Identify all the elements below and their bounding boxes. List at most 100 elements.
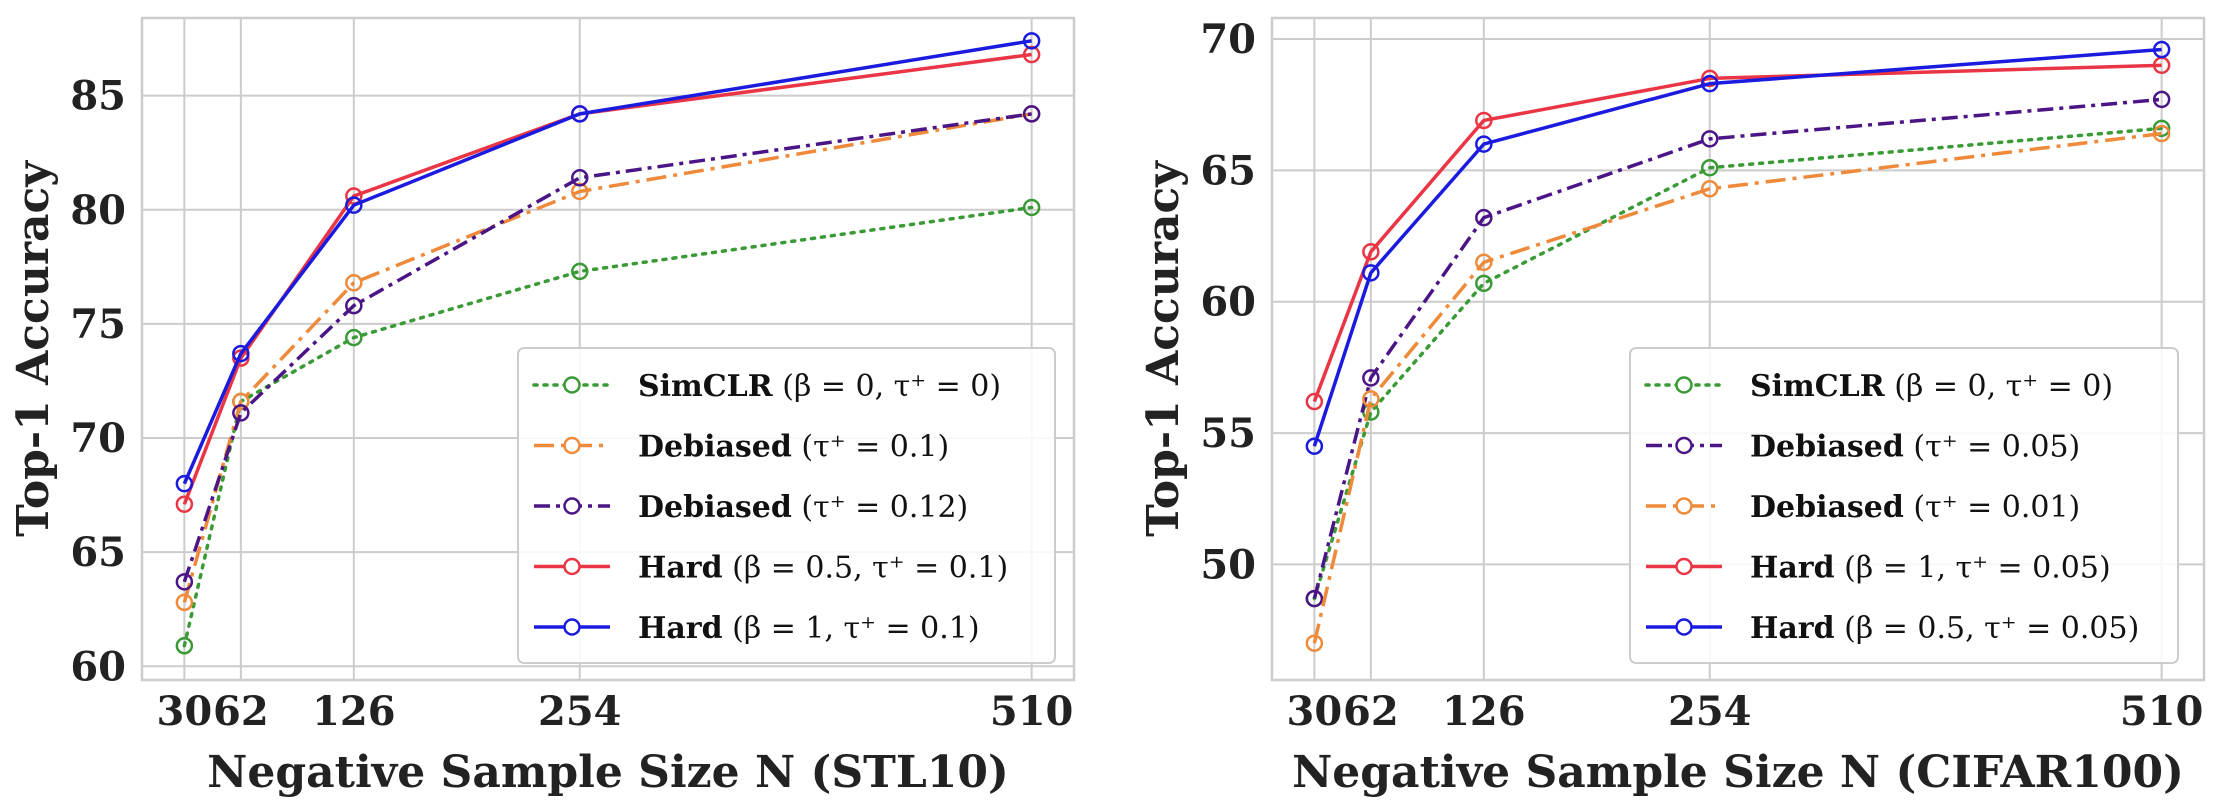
data-point (1475, 208, 1493, 227)
data-point (1022, 32, 1041, 50)
data-point (175, 573, 194, 591)
y-axis-title: Top-1 Accuracy (8, 160, 59, 537)
legend-label: Debiased (τ⁺ = 0.05) (1750, 430, 2080, 465)
series-line (1312, 131, 2162, 644)
data-point (2152, 124, 2171, 143)
data-point (1362, 369, 1380, 387)
data-point (1475, 253, 1493, 272)
data-point (1305, 589, 1324, 608)
series-line (182, 112, 1032, 603)
data-point (232, 349, 250, 367)
legend: SimCLR (β = 0, τ⁺ = 0) Debiased (τ⁺ = 0.1… (517, 347, 1056, 664)
legend-item: Hard (β = 1, τ⁺ = 0.1) (534, 611, 980, 646)
data-point (2152, 119, 2171, 138)
data-point (571, 182, 589, 201)
x-tick-label: 62 (213, 688, 269, 735)
data-point (1701, 130, 1719, 148)
series-line (182, 52, 1032, 505)
legend-box (517, 347, 1056, 664)
data-point (345, 296, 363, 315)
data-point (1022, 45, 1041, 64)
data-point (2152, 40, 2171, 59)
legend-marker (1675, 618, 1693, 636)
data-point (175, 637, 194, 655)
data-point (1701, 180, 1719, 198)
x-tick-label: 510 (990, 688, 1074, 735)
data-point (175, 474, 194, 493)
data-point (1305, 437, 1324, 455)
stl10-panel: 30 62 126 254 510 60 65 70 75 80 85 Negative Sample… (8, 16, 1076, 798)
series-2 (175, 105, 1041, 591)
legend-label: Hard (β = 0.5, τ⁺ = 0.05) (1750, 611, 2139, 646)
data-point (1362, 264, 1380, 282)
y-tick-label: 65 (1200, 147, 1256, 194)
legend-item: SimCLR (β = 0, τ⁺ = 0) (532, 369, 1001, 404)
legend-marker (1675, 557, 1693, 576)
series-line (182, 39, 1032, 485)
x-tick-label: 62 (1343, 688, 1399, 735)
data-point (232, 392, 250, 411)
series-line (182, 112, 1032, 583)
data-point (1022, 105, 1041, 123)
legend-label: Hard (β = 0.5, τ⁺ = 0.1) (638, 551, 1008, 586)
legend-item: Hard (β = 1, τ⁺ = 0.05) (1646, 551, 2111, 586)
data-point (345, 328, 363, 347)
x-tick-label: 254 (538, 688, 622, 735)
y-tick-label: 60 (70, 643, 126, 690)
legend-item: Debiased (τ⁺ = 0.05) (1646, 430, 2080, 465)
cifar100-panel: 30 62 126 254 510 50 55 60 65 70 Negative Sample S… (1138, 16, 2206, 798)
data-point (1701, 74, 1719, 93)
legend-label: SimCLR (β = 0, τ⁺ = 0) (638, 369, 1001, 404)
data-point (1701, 69, 1719, 88)
series-line (182, 205, 1034, 648)
legend-label: Debiased (τ⁺ = 0.12) (638, 490, 968, 525)
series-4 (1305, 40, 2171, 455)
legend-item: Debiased (τ⁺ = 0.12) (534, 490, 968, 525)
data-point (571, 169, 589, 187)
legend-label: Debiased (τ⁺ = 0.01) (1750, 490, 2080, 525)
legend-marker (1675, 497, 1693, 515)
x-tick-label: 126 (312, 688, 396, 735)
x-axis-title: Negative Sample Size N (STL10) (207, 747, 1009, 798)
legend-box (1629, 347, 2179, 664)
data-point (1475, 135, 1493, 153)
x-tick-label: 126 (1442, 688, 1526, 735)
data-point (1362, 243, 1380, 261)
series-1 (1305, 90, 2171, 608)
data-point (2152, 90, 2171, 109)
legend: SimCLR (β = 0, τ⁺ = 0) Debiased (τ⁺ = 0.0… (1629, 347, 2179, 664)
data-point (1362, 390, 1380, 408)
y-tick-label: 50 (1200, 541, 1256, 588)
data-point (1701, 158, 1719, 177)
y-tick-label: 70 (1200, 16, 1256, 63)
y-tick-label: 85 (70, 73, 126, 120)
data-point (232, 404, 250, 422)
legend-marker (563, 557, 581, 576)
x-tick-label: 510 (2120, 688, 2204, 735)
data-point (175, 593, 194, 612)
legend-label: Hard (β = 1, τ⁺ = 0.05) (1750, 551, 2111, 586)
y-tick-label: 55 (1200, 410, 1256, 457)
data-point (1305, 392, 1324, 411)
legend-marker (563, 618, 581, 636)
series-line (1312, 126, 2164, 601)
series-2 (1305, 124, 2171, 652)
legend-item: SimCLR (β = 0, τ⁺ = 0) (1644, 369, 2113, 404)
data-point (1022, 198, 1041, 217)
legend-item: Debiased (τ⁺ = 0.01) (1646, 490, 2080, 525)
legend-item: Hard (β = 0.5, τ⁺ = 0.05) (1646, 611, 2139, 646)
legend-marker (563, 376, 581, 394)
series-line (1312, 47, 2162, 447)
series-line (1312, 97, 2162, 599)
y-tick-label: 80 (70, 187, 126, 234)
x-axis-title: Negative Sample Size N (CIFAR100) (1292, 747, 2184, 798)
y-tick-label: 60 (1200, 279, 1256, 326)
data-point (232, 344, 250, 363)
y-tick-label: 70 (70, 415, 126, 462)
data-point (1475, 111, 1493, 130)
x-tick-label: 30 (157, 688, 213, 735)
y-axis-title: Top-1 Accuracy (1138, 160, 1189, 537)
data-point (175, 495, 194, 513)
